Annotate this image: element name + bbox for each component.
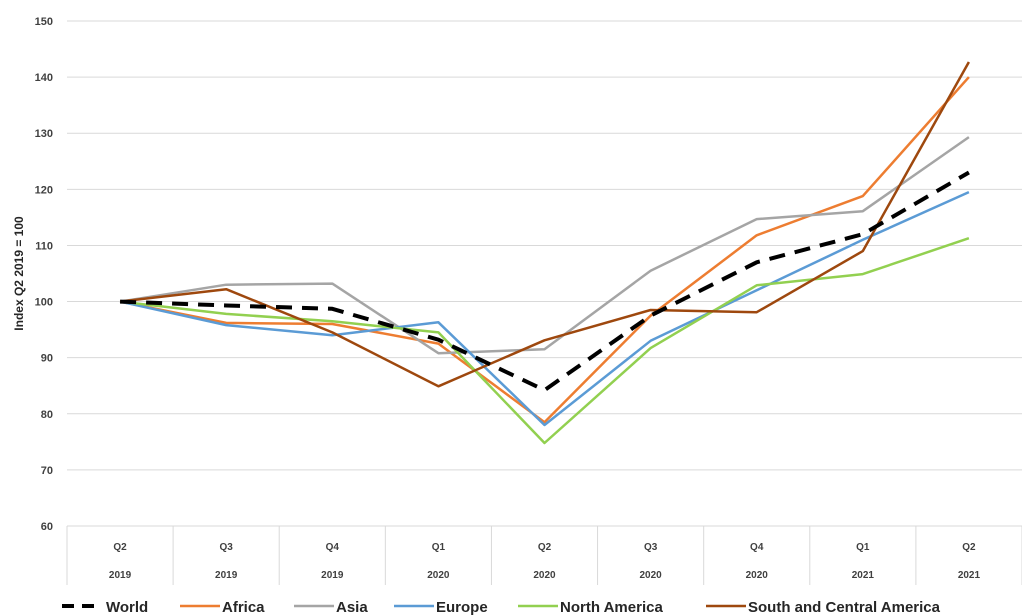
series-line-europe [119,190,970,427]
series-line-south-and-central-america [119,61,970,388]
series-line-africa [119,76,970,424]
legend-label: Europe [436,599,488,615]
legend-label: Asia [336,599,368,615]
legend-label: World [106,599,148,615]
y-tick-label: 100 [35,297,53,309]
x-tick-year: 2020 [639,570,662,581]
y-tick-label: 120 [35,184,53,196]
gridlines [67,20,1022,527]
y-tick-label: 90 [41,353,53,365]
y-tick-label: 130 [35,128,53,140]
legend-label: North America [560,599,663,615]
x-tick-year: 2020 [533,570,556,581]
x-tick-quarter: Q1 [432,542,446,553]
y-tick-label: 150 [35,16,53,28]
x-tick-quarter: Q1 [856,542,870,553]
x-tick-quarter: Q2 [538,542,552,553]
x-tick-quarter: Q2 [113,542,127,553]
x-tick-year: 2021 [958,570,981,581]
x-axis-category-table: Q2 2019 Q3 2019 Q4 2019 Q1 2020 Q2 2020 Q3 2020 Q4 20… [66,525,1022,585]
y-axis-title: Index Q2 2019 = 100 [12,216,26,331]
legend-label: South and Central America [748,599,941,615]
series-line-asia [119,136,970,355]
x-tick-quarter: Q4 [750,542,764,553]
y-tick-label: 110 [35,240,53,252]
x-tick-year: 2020 [746,570,769,581]
x-tick-quarter: Q3 [644,542,658,553]
legend-label: Africa [222,599,265,615]
x-tick-year: 2021 [852,570,875,581]
x-tick-year: 2020 [427,570,450,581]
legend: World Africa Asia Europe North America South … [62,599,941,615]
x-tick-year: 2019 [215,570,238,581]
y-tick-label: 70 [41,465,53,477]
series-line-world [120,170,970,393]
x-tick-year: 2019 [321,570,344,581]
y-tick-label: 80 [41,409,53,421]
y-axis-ticks: 60 70 80 90 100 110 120 130 140 150 [35,16,53,533]
series-line-north-america [119,237,970,445]
x-tick-year: 2019 [109,570,132,581]
x-tick-quarter: Q2 [962,542,976,553]
x-tick-quarter: Q3 [219,542,233,553]
y-tick-label: 140 [35,72,53,84]
x-tick-quarter: Q4 [326,542,340,553]
series-lines [119,61,970,445]
y-tick-label: 60 [41,521,53,533]
